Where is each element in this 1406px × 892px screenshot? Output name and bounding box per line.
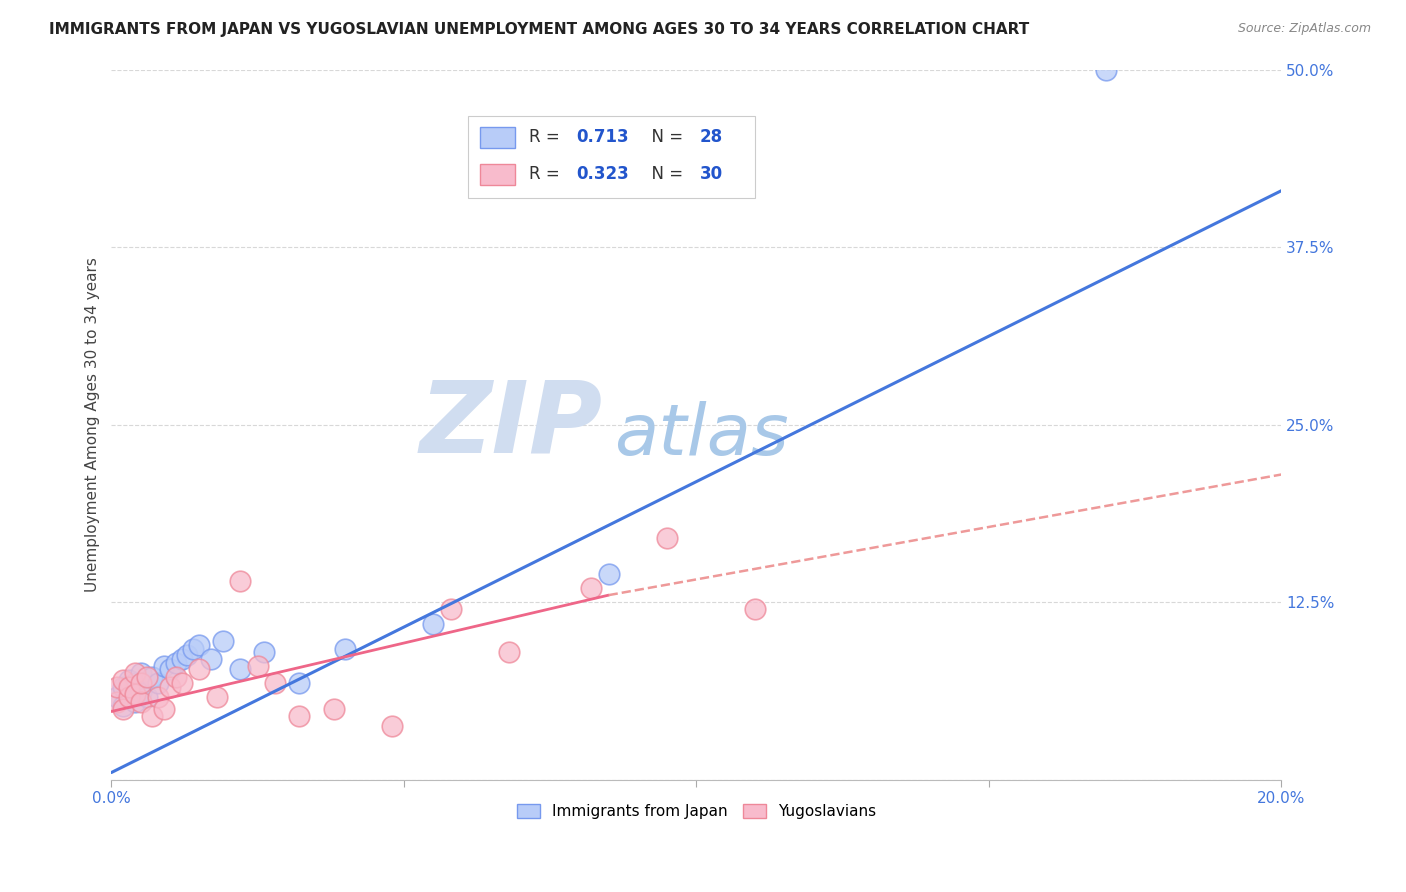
Point xyxy=(124,688,146,702)
Point xyxy=(129,694,152,708)
FancyBboxPatch shape xyxy=(479,127,515,148)
Point xyxy=(153,659,176,673)
Text: N =: N = xyxy=(641,165,689,184)
Point xyxy=(165,657,187,671)
Point xyxy=(181,642,204,657)
Point xyxy=(657,532,679,546)
Point xyxy=(335,642,357,657)
Point xyxy=(112,701,135,715)
Point xyxy=(135,670,157,684)
Text: 0.713: 0.713 xyxy=(576,128,628,146)
Point xyxy=(105,690,128,705)
Point xyxy=(205,690,228,705)
Text: 28: 28 xyxy=(700,128,723,146)
Text: 30: 30 xyxy=(700,165,723,184)
Point xyxy=(287,676,309,690)
Point xyxy=(246,659,269,673)
Point xyxy=(159,662,181,676)
Point xyxy=(124,694,146,708)
Point xyxy=(188,662,211,676)
Point xyxy=(498,645,520,659)
Point xyxy=(381,719,404,733)
Point xyxy=(148,690,170,705)
Point xyxy=(170,652,193,666)
Point xyxy=(112,681,135,695)
Text: R =: R = xyxy=(529,165,565,184)
FancyBboxPatch shape xyxy=(479,164,515,185)
Text: Source: ZipAtlas.com: Source: ZipAtlas.com xyxy=(1237,22,1371,36)
Point xyxy=(124,676,146,690)
Point xyxy=(118,688,141,702)
Text: R =: R = xyxy=(529,128,565,146)
Point xyxy=(440,602,463,616)
Point xyxy=(322,701,344,715)
Point xyxy=(287,708,309,723)
Text: atlas: atlas xyxy=(614,401,789,470)
Point xyxy=(105,694,128,708)
Point xyxy=(422,616,444,631)
Point xyxy=(188,638,211,652)
Point xyxy=(252,645,274,659)
Point xyxy=(744,602,766,616)
Point xyxy=(200,652,222,666)
Point xyxy=(170,676,193,690)
Text: IMMIGRANTS FROM JAPAN VS YUGOSLAVIAN UNEMPLOYMENT AMONG AGES 30 TO 34 YEARS CORR: IMMIGRANTS FROM JAPAN VS YUGOSLAVIAN UNE… xyxy=(49,22,1029,37)
Point xyxy=(129,684,152,698)
Point xyxy=(176,648,198,662)
Point xyxy=(229,574,252,588)
Point xyxy=(118,681,141,695)
Point xyxy=(112,673,135,688)
Y-axis label: Unemployment Among Ages 30 to 34 years: Unemployment Among Ages 30 to 34 years xyxy=(86,258,100,592)
Point xyxy=(141,670,163,684)
Point xyxy=(112,698,135,713)
Point xyxy=(118,673,141,688)
Point xyxy=(579,581,602,595)
Point xyxy=(148,676,170,690)
Point xyxy=(135,690,157,705)
Point xyxy=(159,681,181,695)
Point xyxy=(1095,63,1118,78)
Legend: Immigrants from Japan, Yugoslavians: Immigrants from Japan, Yugoslavians xyxy=(510,797,882,825)
Point xyxy=(105,681,128,695)
Point xyxy=(118,690,141,705)
FancyBboxPatch shape xyxy=(468,116,755,198)
Point xyxy=(141,708,163,723)
Point xyxy=(129,676,152,690)
Point xyxy=(153,701,176,715)
Point xyxy=(598,566,620,581)
Point xyxy=(211,633,233,648)
Text: ZIP: ZIP xyxy=(420,376,603,474)
Point xyxy=(229,662,252,676)
Point xyxy=(165,670,187,684)
Text: N =: N = xyxy=(641,128,689,146)
Text: 0.323: 0.323 xyxy=(576,165,628,184)
Point xyxy=(264,676,287,690)
Point xyxy=(129,666,152,681)
Point xyxy=(124,666,146,681)
